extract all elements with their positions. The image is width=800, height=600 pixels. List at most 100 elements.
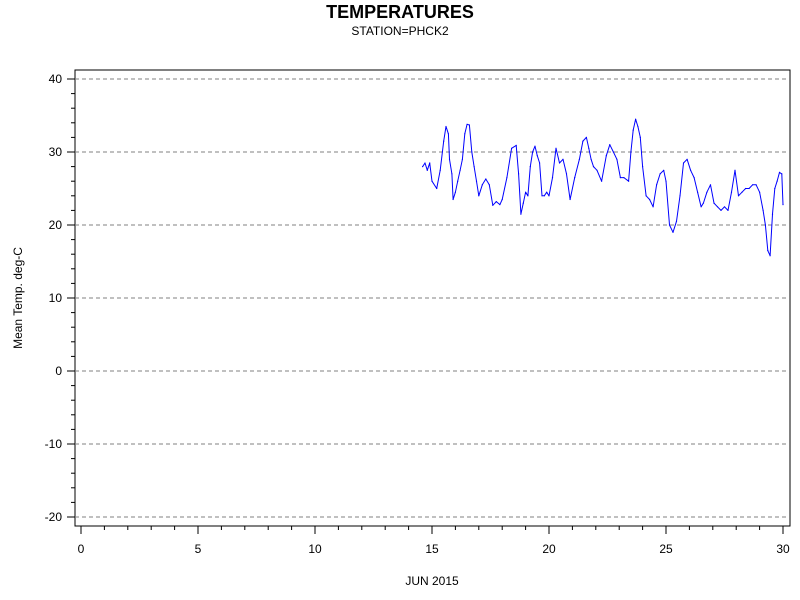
- y-axis-label: Mean Temp. deg-C: [11, 247, 25, 349]
- data-point: [551, 177, 554, 179]
- data-point: [769, 255, 771, 257]
- data-point: [776, 180, 778, 182]
- data-point: [431, 180, 433, 182]
- data-point: [539, 162, 541, 164]
- y-tick-label: 40: [49, 72, 63, 86]
- data-point: [609, 144, 611, 146]
- data-point: [562, 158, 564, 160]
- data-point: [639, 136, 641, 138]
- data-point: [782, 204, 784, 206]
- data-point: [778, 171, 781, 173]
- data-point: [716, 206, 719, 208]
- data-point: [659, 173, 661, 175]
- data-point: [492, 204, 494, 206]
- data-point: [451, 173, 453, 175]
- y-gridlines: [75, 78, 790, 518]
- data-point: [548, 195, 550, 197]
- data-point: [759, 191, 761, 193]
- data-point: [686, 158, 688, 160]
- data-point: [499, 204, 501, 206]
- data-point: [755, 184, 757, 186]
- data-point: [596, 169, 598, 171]
- data-point: [527, 195, 529, 197]
- data-point: [585, 136, 588, 138]
- data-point: [582, 140, 584, 142]
- data-point: [748, 187, 750, 190]
- x-tick-label: 20: [542, 542, 556, 556]
- data-point: [682, 162, 685, 164]
- data-point: [663, 169, 665, 171]
- data-point: [767, 250, 769, 252]
- data-point: [690, 169, 692, 171]
- data-point: [675, 220, 678, 222]
- data-point: [702, 202, 705, 204]
- data-point: [730, 191, 733, 193]
- x-tick-label: 25: [659, 542, 673, 556]
- data-point: [529, 166, 531, 168]
- data-point: [745, 187, 747, 190]
- data-point: [522, 202, 524, 204]
- data-point: [464, 133, 466, 135]
- data-point: [774, 187, 776, 190]
- x-tick-label: 0: [78, 542, 85, 556]
- data-point: [501, 198, 503, 201]
- data-point: [605, 155, 607, 157]
- data-point: [452, 198, 454, 201]
- data-point: [459, 169, 461, 171]
- data-point: [588, 147, 590, 149]
- data-point: [569, 198, 571, 201]
- data-point: [734, 169, 736, 171]
- data-point: [656, 184, 658, 186]
- data-point: [652, 206, 654, 208]
- data-point: [642, 166, 644, 168]
- data-point: [665, 180, 667, 182]
- data-point: [481, 184, 483, 186]
- data-point: [623, 177, 625, 179]
- data-point: [679, 195, 681, 197]
- data-point: [461, 158, 463, 160]
- data-point: [429, 162, 431, 164]
- series-line: [422, 118, 784, 257]
- y-tick-label: 10: [49, 291, 63, 305]
- data-point: [752, 184, 754, 186]
- y-tick-label: -20: [45, 510, 63, 524]
- data-point: [697, 191, 699, 193]
- data-point: [424, 162, 426, 164]
- data-point: [713, 202, 715, 204]
- data-point: [439, 169, 441, 171]
- data-point: [612, 151, 615, 153]
- data-point: [706, 191, 708, 193]
- data-point: [574, 177, 576, 179]
- data-point: [448, 158, 451, 160]
- y-tick-label: 20: [49, 218, 63, 232]
- data-point: [536, 155, 538, 157]
- data-point: [475, 180, 478, 182]
- data-point: [741, 191, 743, 193]
- data-point: [762, 209, 764, 211]
- data-point: [630, 151, 632, 153]
- data-point: [511, 147, 513, 149]
- data-point: [601, 180, 603, 182]
- data-point: [422, 166, 424, 168]
- data-point: [466, 123, 468, 125]
- data-point: [723, 206, 726, 208]
- x-tick-label: 5: [195, 542, 202, 556]
- data-point: [709, 184, 712, 186]
- x-tick-label: 10: [308, 542, 322, 556]
- data-point: [578, 158, 581, 160]
- data-point: [628, 180, 630, 182]
- y-tick-label: 30: [49, 145, 63, 159]
- data-point: [546, 191, 548, 193]
- data-point: [436, 187, 438, 190]
- chart-subtitle: STATION=PHCK2: [351, 24, 449, 38]
- data-point: [541, 195, 543, 197]
- data-point: [737, 195, 740, 197]
- data-point: [473, 166, 475, 168]
- data-point: [485, 178, 487, 180]
- data-point: [781, 173, 783, 175]
- data-point: [457, 180, 459, 182]
- data-point: [515, 144, 517, 146]
- series-temperature: [422, 118, 784, 257]
- data-point: [637, 125, 639, 128]
- data-point: [518, 173, 520, 175]
